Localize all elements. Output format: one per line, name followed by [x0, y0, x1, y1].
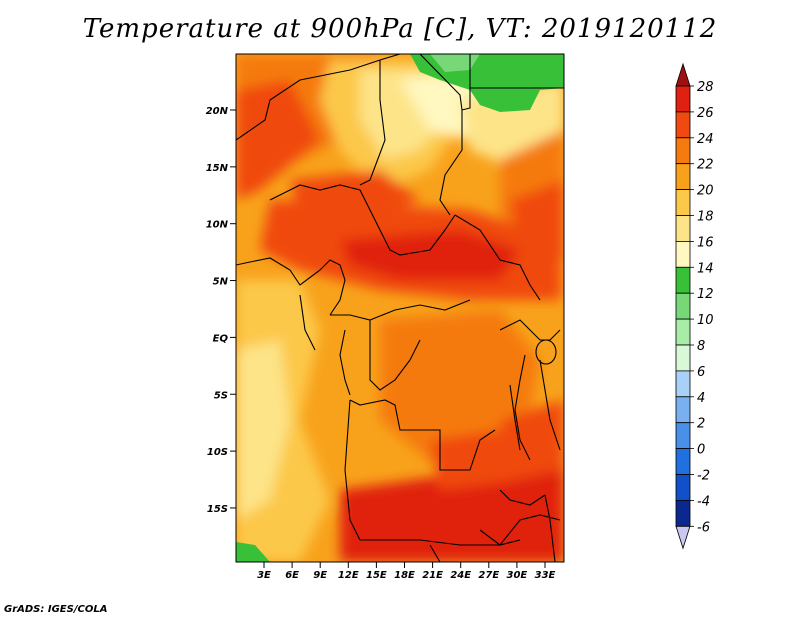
latitude-axis: 20N 15N 10N 5N EQ 5S 10S 15S	[206, 106, 236, 515]
colorbar-segment	[675, 370, 691, 398]
colorbar-label: 12	[697, 287, 714, 302]
colorbar-label: -6	[697, 520, 710, 535]
lat-label: EQ	[213, 333, 229, 344]
colorbar-segment	[675, 85, 691, 113]
colorbar-top-arrow	[675, 62, 691, 87]
colorbar-label: 4	[697, 391, 705, 406]
colorbar-segment	[675, 318, 691, 346]
lon-label: 24E	[450, 570, 471, 581]
colorbar-segment	[675, 240, 691, 268]
lon-label: 6E	[285, 570, 299, 581]
lon-label: 3E	[257, 570, 271, 581]
colorbar-segment	[675, 396, 691, 424]
colorbar-label: 24	[697, 132, 714, 147]
colorbar-label: 28	[697, 80, 714, 95]
colorbar-segment	[675, 499, 691, 527]
lon-label: 15E	[366, 570, 387, 581]
colorbar-label: -4	[697, 494, 710, 509]
colorbar-segment	[675, 422, 691, 450]
grads-credit: GrADS: IGES/COLA	[4, 604, 108, 615]
colorbar-label: 8	[697, 339, 705, 354]
colorbar-segment	[675, 474, 691, 501]
colorbar-segment	[675, 137, 691, 165]
lat-label: 15N	[206, 163, 229, 174]
chart-title: Temperature at 900hPa [C], VT: 201912011…	[82, 14, 718, 44]
colorbar-label: 18	[697, 210, 714, 225]
lat-label: 20N	[206, 106, 229, 117]
colorbar-label: 2	[697, 417, 705, 432]
colorbar-segment	[675, 344, 691, 372]
colorbar-bottom-arrow	[675, 525, 691, 550]
colorbar-segment	[675, 215, 691, 242]
map-frame	[235, 53, 565, 563]
lon-label: 30E	[507, 570, 528, 581]
longitude-axis: 3E 6E 9E 12E 15E 18E 21E 24E 27E 30E 33E	[257, 562, 556, 581]
colorbar-segment	[675, 292, 691, 320]
lon-label: 21E	[422, 570, 443, 581]
colorbar-label: 10	[697, 313, 714, 328]
colorbar-label: 20	[697, 184, 714, 199]
lat-label: 5N	[213, 277, 229, 288]
colorbar-segment	[675, 189, 691, 216]
colorbar-label: 14	[697, 261, 714, 276]
country-borders	[236, 54, 564, 562]
colorbar-segment	[675, 111, 691, 139]
temperature-field	[236, 54, 564, 562]
lat-label: 15S	[207, 504, 228, 515]
colorbar-label: 26	[697, 106, 714, 121]
colorbar-label: 0	[697, 443, 705, 458]
lon-label: 33E	[535, 570, 556, 581]
lat-label: 10N	[206, 220, 229, 231]
colorbar-label: -2	[697, 469, 710, 484]
lat-label: 5S	[214, 390, 228, 401]
colorbar-segment	[675, 448, 691, 475]
colorbar-label: 6	[697, 365, 705, 380]
colorbar-label: 16	[697, 235, 714, 250]
colorbar-label: 22	[697, 158, 714, 173]
colorbar-segment	[675, 163, 691, 190]
lon-label: 9E	[313, 570, 327, 581]
lon-label: 27E	[478, 570, 499, 581]
lon-label: 18E	[394, 570, 415, 581]
lon-label: 12E	[338, 570, 359, 581]
lat-label: 10S	[207, 447, 228, 458]
colorbar-segment	[675, 266, 691, 294]
